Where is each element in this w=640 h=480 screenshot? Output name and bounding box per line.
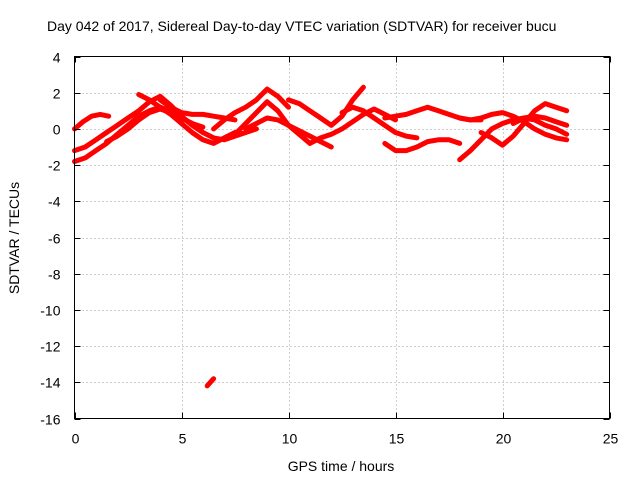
series-line-track-19	[204, 376, 217, 389]
series-line-track-15	[457, 113, 570, 163]
x-tick-label: 5	[179, 431, 187, 447]
series-line-track-17	[478, 101, 570, 148]
y-tick-label: -2	[48, 158, 61, 174]
y-tick-label: -14	[40, 375, 60, 391]
x-axis-label: GPS time / hours	[288, 458, 395, 474]
series-line-track-6	[157, 97, 238, 123]
x-tick-label: 15	[389, 431, 405, 447]
x-tick-label: 25	[603, 431, 619, 447]
y-tick-label: -16	[40, 412, 60, 428]
y-tick-label: 4	[53, 50, 61, 66]
y-tick-label: -10	[40, 303, 60, 319]
series-line-track-18	[510, 115, 570, 137]
series-line-track-16	[457, 110, 570, 143]
y-tick-label: -4	[48, 194, 61, 210]
y-tick-label: -8	[48, 267, 61, 283]
x-tick-label: 0	[72, 431, 80, 447]
chart-title: Day 042 of 2017, Sidereal Day-to-day VTE…	[47, 18, 556, 34]
series-line-track-8	[232, 99, 313, 146]
series-line-track-14	[382, 137, 463, 154]
y-tick-label: 2	[53, 86, 61, 102]
y-tick-label: -12	[40, 339, 60, 355]
series-line-track-11	[307, 106, 398, 146]
series-line-track-5	[136, 92, 238, 146]
series-line-track-7	[211, 86, 291, 132]
x-tick-label: 20	[496, 431, 512, 447]
series-line-track-3	[72, 111, 112, 132]
y-tick-label: -6	[48, 231, 61, 247]
series-group	[72, 84, 570, 389]
series-line-track-10	[286, 84, 366, 128]
series-line-track-12	[339, 104, 420, 141]
series-line-track-4	[104, 106, 195, 145]
y-tick-label: 0	[53, 122, 61, 138]
tick-marks	[74, 56, 611, 420]
x-tick-label: 10	[282, 431, 298, 447]
plot-frame	[74, 56, 610, 419]
y-axis-label: SDTVAR / TECUs	[6, 182, 22, 294]
